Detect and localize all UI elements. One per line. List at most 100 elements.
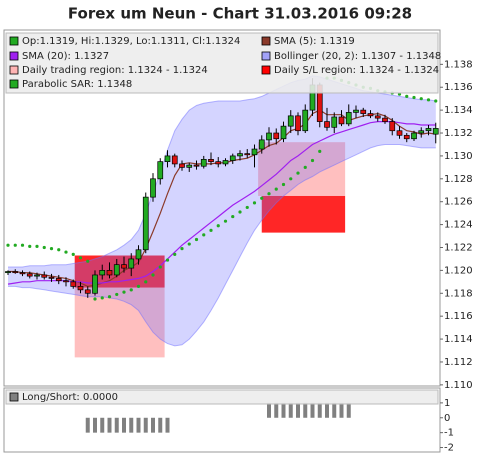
legend-box [5,389,439,405]
candle-body [258,139,265,150]
sar-dot [187,242,191,246]
candle-body [367,113,374,117]
candle-body [237,153,243,157]
y-tick-label: 1.134 [444,105,473,116]
lines-layer [7,109,436,288]
candle-body [12,271,19,274]
candle-body [77,286,84,291]
sar-dot [93,297,97,301]
candle-body [418,130,425,134]
bar [143,417,148,433]
legend-label: Daily trading region: 1.1324 - 1.1324 [22,65,208,76]
sar-dot [49,247,54,251]
y-tick-label: -1 [444,428,454,439]
legend-label: Bollinger (20, 2): 1.1307 - 1.1348 [274,51,441,62]
y-tick-label: 1.124 [444,220,473,231]
band-fill [8,75,436,346]
candle-body [280,125,287,140]
axis-layer: 1.110 1.112 1.114 1.116 1.118 1.120 1.122 1.124… [440,59,473,454]
sar-dot [78,256,83,260]
candle-body [360,109,367,114]
sar-dot [100,296,104,300]
candle-body [374,115,381,119]
candle-body [157,161,164,180]
bar [107,417,112,433]
candle-body [229,155,236,161]
sar-dot [64,250,68,254]
sar-dot [107,295,112,299]
legend-box [5,32,439,94]
line [8,109,436,288]
bar [93,417,97,433]
candle-body [345,112,352,125]
region [261,195,346,233]
sar-dot [238,210,242,214]
candle-body [121,264,127,269]
candle-body [92,274,98,294]
sar-dot [281,182,286,187]
sar-dot [165,258,170,262]
sar-dot [310,158,315,163]
candle-body [222,160,229,165]
sar-dot [267,192,271,196]
sar-dot [158,265,162,269]
candle-body [200,159,207,167]
bar [317,402,322,418]
bar [310,402,315,418]
candle-body [324,121,330,128]
bar [325,402,329,418]
region [74,287,165,358]
sar-dot [303,165,307,169]
lower-layer [85,402,351,433]
sar-dot [223,219,228,223]
candle-body [411,132,417,140]
candle-body [302,109,309,132]
bar [151,417,155,433]
candle-body [186,164,193,168]
candle-body [99,270,106,276]
sar-dot [28,244,32,248]
sar-dot [405,94,409,98]
bar [114,417,119,433]
legend-label: Daily S/L region: 1.1324 - 1.1324 [274,65,439,76]
regions-layer [74,142,346,358]
candle-body [70,281,77,287]
bar [136,417,141,433]
sar-dot [318,149,322,153]
y-tick-label: 1.114 [444,334,473,345]
candle-body [251,148,258,156]
sar-dot [57,248,61,252]
candle-body [331,116,338,128]
sar-dot [129,288,133,292]
sar-dot [194,237,199,242]
sar-dot [419,97,423,101]
candle-body [41,274,48,278]
sar-dot [180,247,184,251]
sar-dot [434,99,438,103]
sar-dot [6,243,10,247]
legend-layer: Op:1.1319, Hi:1.1329, Lo:1.1311, Cl:1.13… [5,32,441,405]
sar-dot [296,171,300,175]
candle-body [150,178,156,198]
legend-swatch [261,36,271,46]
y-tick-label: 1.126 [444,197,473,208]
sar-dot [144,280,148,284]
sar-dot [151,273,155,277]
candle-body [338,116,345,125]
chart-title: Forex um Neun - Chart 31.03.2016 09:28 [68,5,412,23]
sar-dot [274,187,278,191]
sar-dot [245,205,249,210]
candle-body [34,274,40,277]
legend-label: Long/Short: 0.0000 [22,392,118,403]
candle-body [382,117,388,122]
bar [100,417,105,433]
candle-body [425,128,432,132]
bar [165,417,170,433]
candle-body [19,272,26,275]
candle-body [55,278,62,282]
bar [339,402,344,418]
candle-body [208,159,214,162]
candle-body [287,115,294,127]
y-tick-label: -2 [444,443,454,454]
